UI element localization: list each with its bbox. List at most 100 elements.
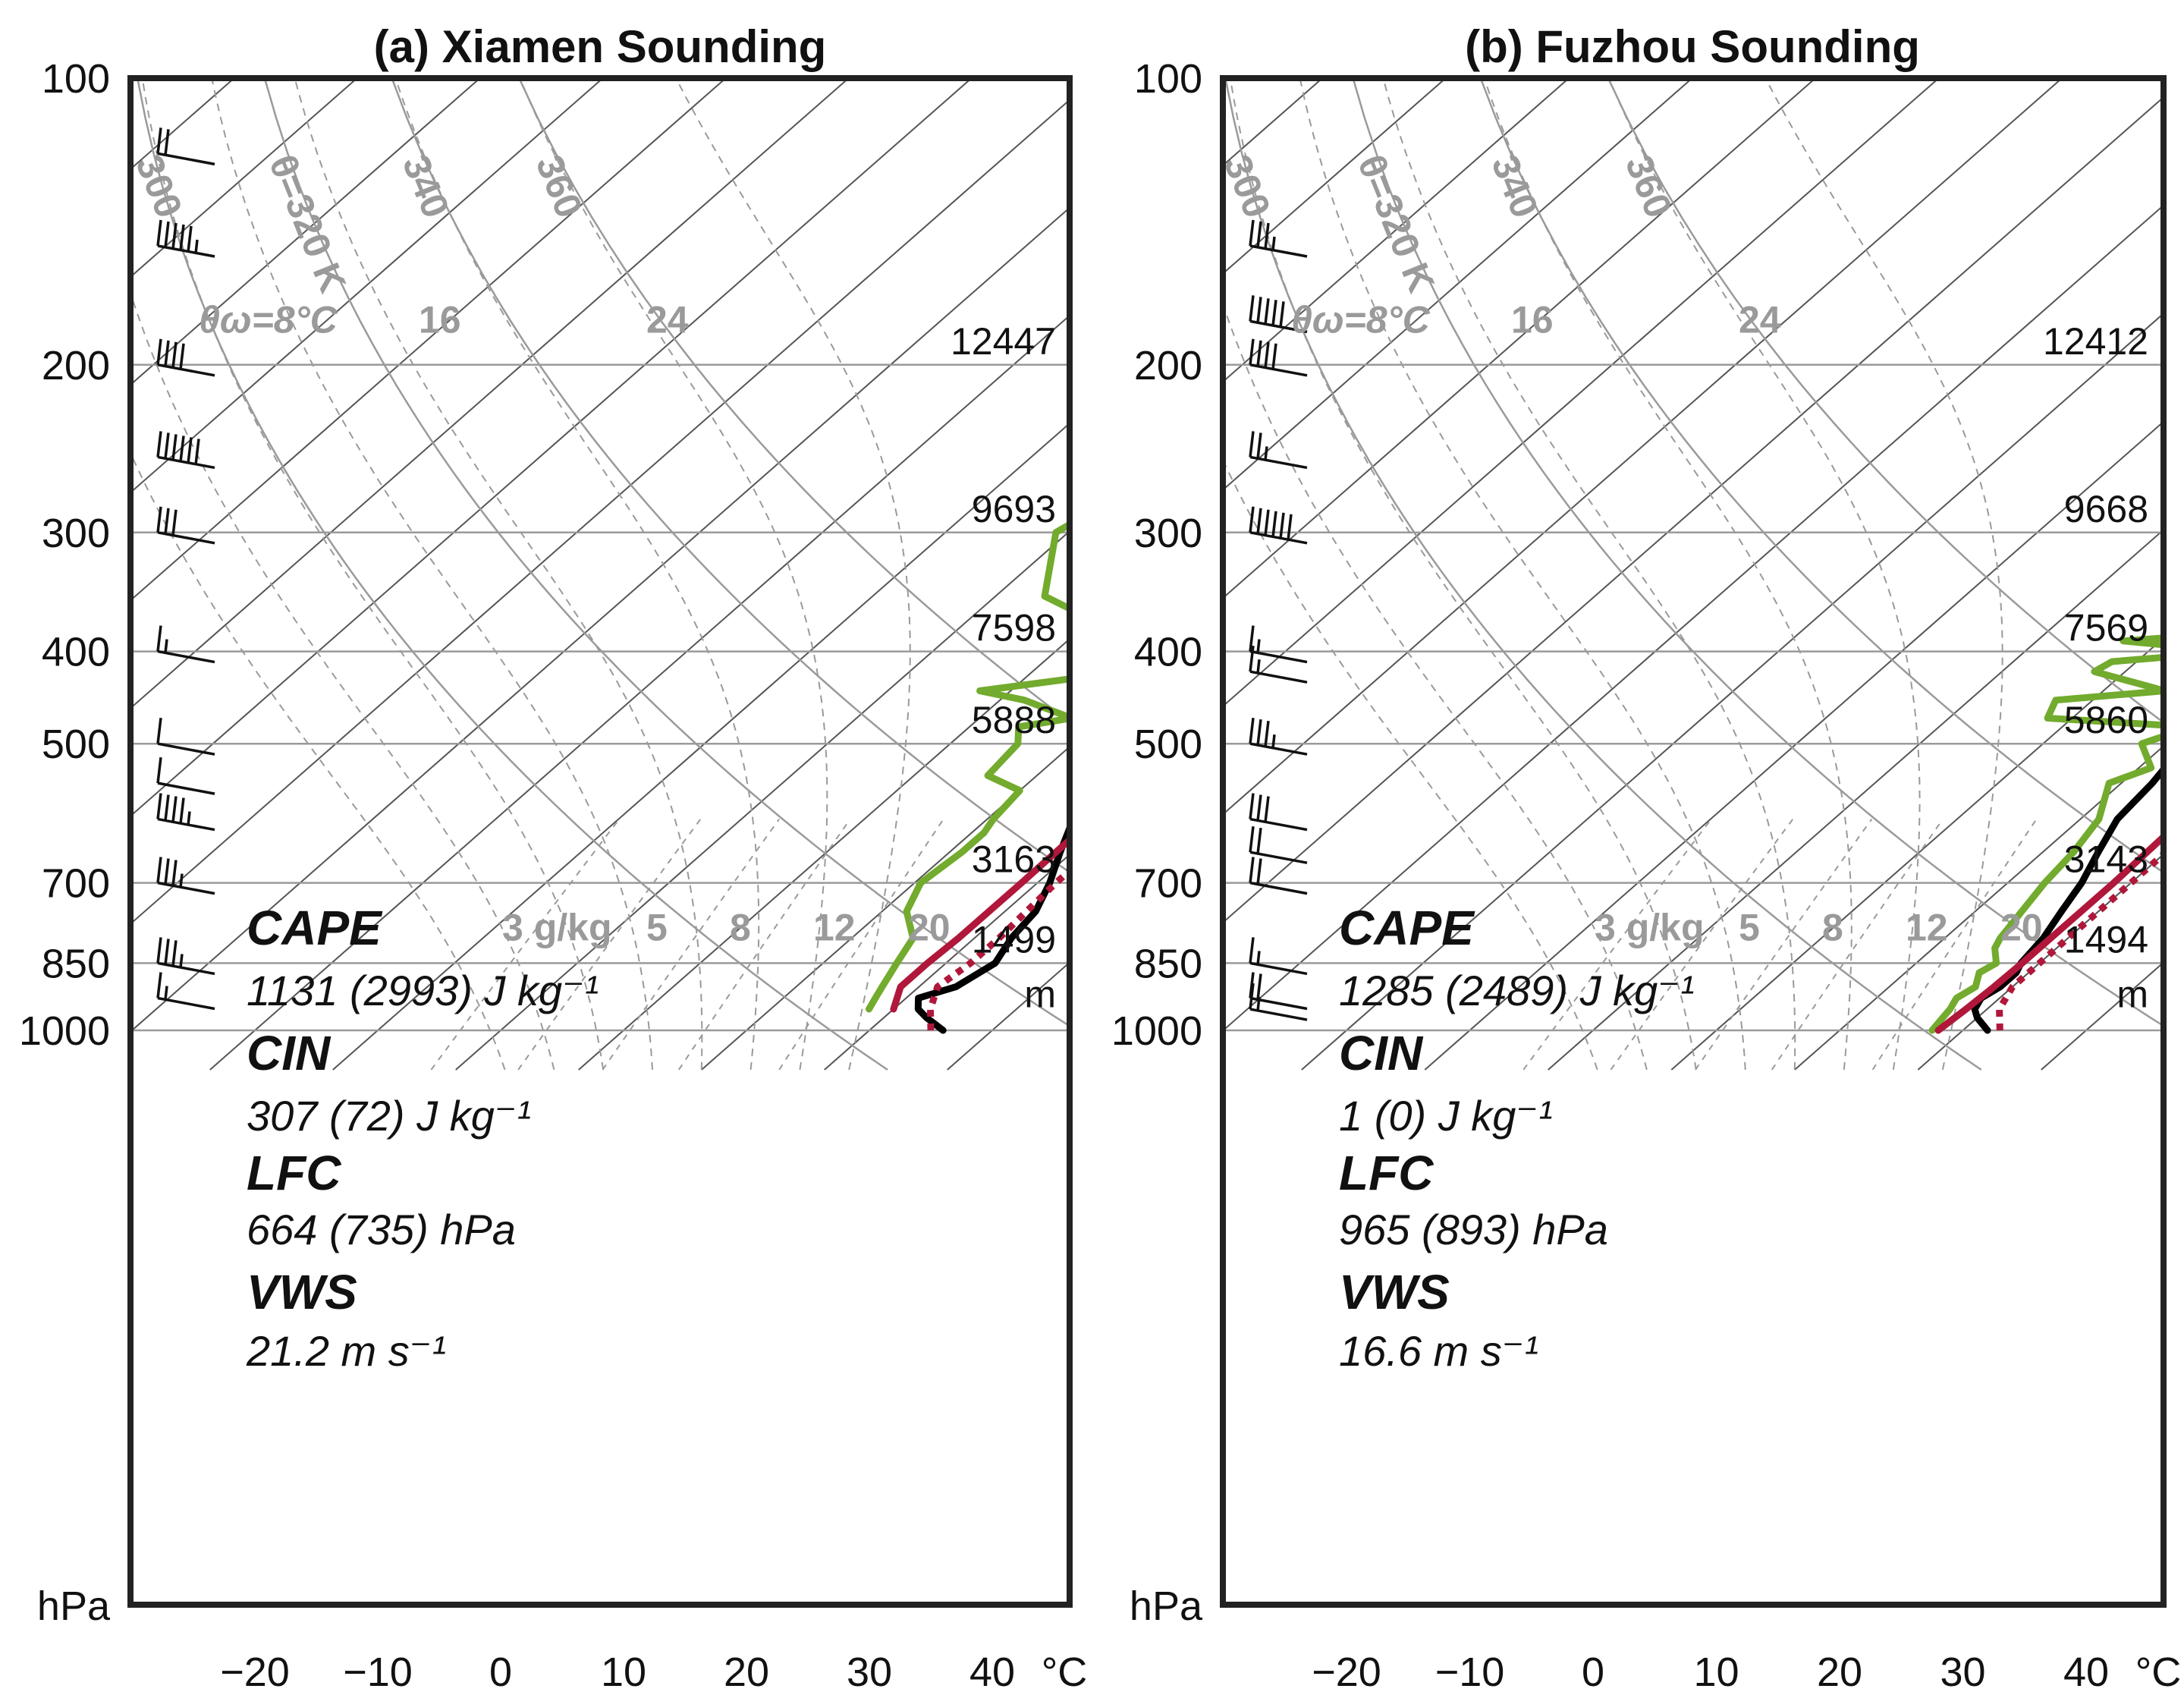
- cape-value: 1131 (2993) J kg⁻¹: [247, 967, 599, 1014]
- series-parcel-surface: [1934, 832, 2164, 1034]
- sounding-curves: [1928, 634, 2164, 1034]
- cin-label: CIN: [1339, 1026, 1424, 1080]
- isotherm-line: [130, 78, 481, 386]
- isotherm-line: [578, 637, 1070, 1071]
- x-tick-label: 40: [2063, 1649, 2109, 1695]
- x-unit-label: °C: [2135, 1649, 2182, 1695]
- wind-barb: [156, 972, 215, 1011]
- y-tick-label: 850: [42, 941, 110, 986]
- isotherm-line: [130, 78, 973, 817]
- cape-label: CAPE: [247, 901, 383, 955]
- height-label: 7569: [2064, 607, 2148, 649]
- moist-adiabat-line: [1382, 78, 1796, 1070]
- series-dewpoint: [866, 520, 1070, 1013]
- isotherm-line: [1223, 78, 1570, 383]
- panel-fuzhou: (b) Fuzhou Sounding 10020030040050070085…: [0, 21, 2184, 1695]
- height-label: 12447: [951, 320, 1056, 363]
- isotherm-line: [455, 530, 1070, 1071]
- isotherm-line: [130, 78, 727, 602]
- moist-adiabat-line: [1229, 78, 1697, 1071]
- isotherm-line: [0, 78, 112, 1070]
- wind-barb: [156, 506, 215, 545]
- y-unit-label: hPa: [37, 1583, 111, 1629]
- x-tick-label: 0: [489, 1649, 512, 1695]
- dry-adiabat-label: 300: [127, 149, 190, 223]
- y-tick-label: 400: [42, 630, 110, 675]
- y-tick-label: 700: [42, 861, 110, 907]
- wind-barb: [156, 338, 215, 377]
- mixing-ratio-label: 20: [2000, 906, 2043, 948]
- height-label: 3163: [972, 838, 1056, 881]
- isotherm-line: [1548, 529, 2164, 1071]
- vws-value: 21.2 m s⁻¹: [246, 1327, 446, 1375]
- wind-barbs: [156, 127, 215, 1011]
- mixing-ratio-label: 8: [730, 906, 751, 948]
- moist-adiabat-line: [1299, 78, 1746, 1070]
- mixing-ratio-line: [1610, 819, 1794, 1071]
- isotherm-line: [1301, 312, 2164, 1071]
- moist-adiabat-label: 16: [1511, 298, 1554, 341]
- mixing-ratio-label: 5: [1739, 906, 1760, 948]
- mixing-ratio-label: 8: [1822, 906, 1843, 948]
- plot-frame: [1220, 75, 2167, 1608]
- mixing-ratio-line: [602, 819, 781, 1071]
- height-label: 12412: [2043, 320, 2148, 363]
- x-tick-label: 10: [601, 1649, 646, 1695]
- y-tick-label: 1000: [1111, 1008, 1202, 1054]
- series-temperature: [1971, 764, 2164, 1034]
- mixing-ratio-line: [1523, 818, 1712, 1071]
- cin-label: CIN: [247, 1026, 332, 1080]
- y-tick-label: 100: [42, 56, 110, 102]
- isotherm-line: [1223, 78, 1693, 492]
- isotherm-line: [1223, 78, 2063, 816]
- sounding-curves: [866, 520, 1070, 1034]
- panel-xiamen: (a) Xiamen Sounding 10020030040050070085…: [0, 21, 1087, 1695]
- wind-barb: [1249, 793, 1308, 832]
- y-tick-label: 500: [42, 722, 110, 767]
- dry-adiabat-label: 340: [394, 149, 457, 223]
- axis-labels: 1002003004005007008501000hPa124129668756…: [1111, 56, 2181, 1695]
- isotherm-line: [824, 854, 1070, 1071]
- stability-indices: CAPE 1285 (2489) J kg⁻¹ CIN 1 (0) J kg⁻¹…: [1339, 901, 1694, 1375]
- height-unit: m: [1024, 973, 1056, 1016]
- wind-barb: [156, 127, 215, 166]
- dry-adiabat-label: θ=320 K: [261, 149, 354, 298]
- height-label: 5860: [2064, 699, 2148, 741]
- dry-adiabat-label: θ=320 K: [1350, 149, 1443, 298]
- wind-barbs: [1249, 219, 1308, 1021]
- x-tick-label: −10: [1435, 1649, 1505, 1695]
- mixing-ratio-line: [1695, 819, 1873, 1071]
- wind-barb: [156, 756, 215, 795]
- isotherm-line: [0, 78, 829, 1070]
- panel-title: (a) Xiamen Sounding: [374, 21, 827, 72]
- series-parcel-surface: [890, 835, 1070, 1013]
- wind-barb: [156, 937, 215, 976]
- dry-adiabat-label: 360: [1617, 149, 1680, 223]
- mixing-ratio-label: 12: [813, 906, 856, 948]
- dry-adiabat-line: [263, 78, 1070, 1027]
- moist-adiabat-label: θω=8°C: [1291, 298, 1431, 341]
- dry-adiabat-line: [1224, 78, 1982, 1071]
- isotherm-line: [2164, 78, 2184, 1070]
- moist-adiabat-label: 16: [419, 298, 461, 341]
- x-tick-label: 10: [1693, 1649, 1739, 1695]
- wind-barb: [1249, 295, 1308, 334]
- x-tick-label: −10: [343, 1649, 413, 1695]
- dry-adiabat-line: [136, 78, 888, 1071]
- isotherm-line: [1670, 637, 2164, 1071]
- moist-adiabat-line: [519, 78, 828, 1071]
- moist-adiabat-line: [1764, 78, 2003, 1071]
- moist-adiabat-label: 24: [1739, 298, 1781, 341]
- dry-adiabat-label: 360: [528, 149, 591, 223]
- dry-adiabat-line: [1607, 78, 2164, 724]
- mixing-ratio-label: 5: [646, 906, 668, 948]
- isotherm-line: [1223, 78, 1816, 599]
- x-tick-label: −20: [220, 1649, 290, 1695]
- height-label: 5888: [972, 699, 1056, 741]
- isotherm-line: [701, 745, 1070, 1071]
- moist-adiabat-line: [394, 78, 760, 1070]
- wind-barb: [1249, 645, 1308, 684]
- wind-barb: [1249, 983, 1308, 1021]
- isotherm-line: [0, 78, 953, 1070]
- x-tick-label: −20: [1312, 1649, 1381, 1695]
